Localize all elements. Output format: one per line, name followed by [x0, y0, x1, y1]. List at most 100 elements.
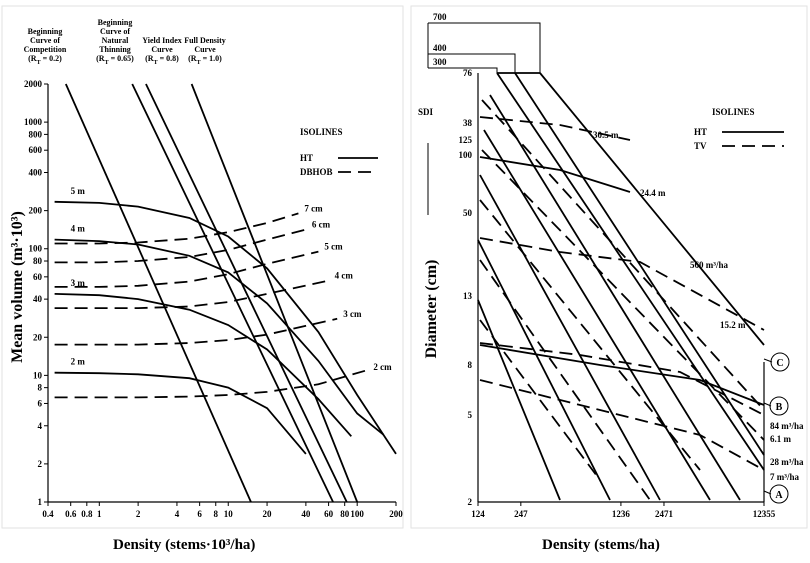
zone-marker-label: B: [776, 402, 783, 413]
left-x-tick-label: 2: [136, 509, 141, 519]
isoline: [54, 279, 329, 309]
right-x-tick-label: 124: [471, 509, 485, 519]
left-y-tick-label: 4: [38, 421, 43, 431]
right-x-tick-label: 247: [514, 509, 528, 519]
isoline: [479, 342, 765, 416]
left-x-tick-label: 60: [324, 509, 334, 519]
reference-label: Curve of: [30, 36, 60, 45]
right-y-tick-label: 5: [468, 410, 473, 420]
reference-label: Yield Index: [142, 36, 182, 45]
left-y-tick-label: 10: [33, 370, 43, 380]
reference-label: Competition: [24, 45, 67, 54]
sdi-connector: [428, 67, 498, 73]
right-y-tick-label: 125: [459, 135, 473, 145]
left-y-axis-label: Mean volume (m³·10³): [9, 211, 26, 363]
reference-label: Curve: [151, 45, 173, 54]
left-y-tick-label: 8: [38, 383, 43, 393]
reference-label: Curve: [194, 45, 216, 54]
reference-line: [131, 83, 334, 503]
legend-label: TV: [694, 141, 707, 151]
left-x-tick-label: 80: [340, 509, 350, 519]
left-y-tick-label: 60: [33, 272, 43, 282]
right-x-axis-label: Density (stems/ha): [542, 537, 660, 553]
isoline: [54, 200, 397, 455]
isoline: [54, 228, 307, 264]
volume-line: [481, 149, 765, 441]
density-line: [483, 129, 711, 501]
isoline-label: 4 cm: [335, 271, 354, 281]
isoline-label: 3 cm: [343, 309, 362, 319]
isoline: [479, 156, 631, 193]
right-panel: [410, 5, 808, 529]
density-line: [477, 299, 561, 501]
left-y-tick-label: 800: [29, 129, 43, 139]
right-y-tick-label: 2: [468, 497, 473, 507]
left-y-tick-label: 600: [29, 145, 43, 155]
left-y-tick-label: 2: [38, 459, 43, 469]
isoline: [54, 238, 385, 436]
volume-line: [479, 259, 651, 501]
legend-label: HT: [300, 153, 313, 163]
annotation: 30.5 m: [593, 130, 619, 140]
isoline: [54, 317, 338, 346]
sdi-label: SDI: [418, 107, 434, 117]
annotation: 84 m³/ha: [770, 421, 804, 431]
left-y-tick-label: 200: [29, 206, 43, 216]
density-line: [539, 72, 765, 346]
isoline: [54, 293, 352, 437]
left-x-tick-label: 20: [263, 509, 273, 519]
right-x-tick-label: 1236: [612, 509, 631, 519]
reference-label: Natural: [102, 36, 129, 45]
annotation: 560 m³/ha: [690, 260, 728, 270]
right-y-tick-label: 50: [463, 208, 473, 218]
right-y-tick-label: 100: [459, 150, 473, 160]
right-y-tick-label: 76: [463, 68, 473, 78]
left-y-tick-label: 40: [33, 294, 43, 304]
reference-line: [145, 83, 348, 503]
left-x-tick-label: 10: [224, 509, 234, 519]
isoline-label: 5 cm: [324, 242, 343, 252]
left-x-tick-label: 8: [214, 509, 219, 519]
density-line: [489, 94, 741, 501]
left-x-tick-label: 0.4: [42, 509, 54, 519]
left-x-tick-label: 4: [175, 509, 180, 519]
sdi-value: 300: [433, 57, 447, 67]
left-isolines: 5 m 4 m 3 m 2 m 7 cm 6 cm 5 cm 4 cm 3 cm 2 cm: [54, 186, 397, 455]
isoline: [479, 116, 631, 141]
left-x-axis-label: Density (stems·10³/ha): [113, 537, 256, 553]
sdi-connector: [428, 22, 541, 73]
isoline: [54, 369, 368, 399]
isoline: [54, 212, 299, 245]
isoline: [479, 344, 765, 406]
isoline-label: 5 m: [71, 186, 86, 196]
isoline-label: 6 cm: [312, 219, 331, 229]
sdi-value: 700: [433, 12, 447, 22]
zone-marker-label: A: [775, 490, 783, 501]
density-line: [514, 72, 765, 456]
right-y-tick-label: 8: [468, 360, 473, 370]
reference-label: Beginning: [28, 27, 63, 36]
reference-label: Beginning: [98, 18, 133, 27]
sdi-value: 400: [433, 43, 447, 53]
reference-label: Full Density: [184, 36, 226, 45]
zone-marker-leader: [763, 490, 772, 495]
right-y-axis-label: Diameter (cm): [423, 259, 440, 359]
zone-marker-label: C: [776, 358, 783, 369]
isoline: [479, 379, 765, 471]
right-axis-ticks: 124 247 1236 2471 12355 2 5 8 13 50 100 125 38 76: [459, 68, 776, 519]
isoline-label: 4 m: [71, 224, 86, 234]
left-x-tick-label: 1: [97, 509, 102, 519]
legend-title: ISOLINES: [300, 127, 343, 137]
volume-line: [481, 99, 765, 411]
left-x-tick-label: 100: [350, 509, 364, 519]
annotation: 24.4 m: [640, 188, 666, 198]
right-x-tick-label: 2471: [655, 509, 674, 519]
legend-label: DBHOB: [300, 167, 333, 177]
right-y-tick-label: 38: [463, 118, 473, 128]
left-x-tick-label: 200: [389, 509, 403, 519]
annotation: 15.2 m: [720, 320, 746, 330]
density-line: [477, 239, 611, 501]
right-x-tick-label: 12355: [753, 509, 776, 519]
right-isolines: [477, 72, 765, 501]
